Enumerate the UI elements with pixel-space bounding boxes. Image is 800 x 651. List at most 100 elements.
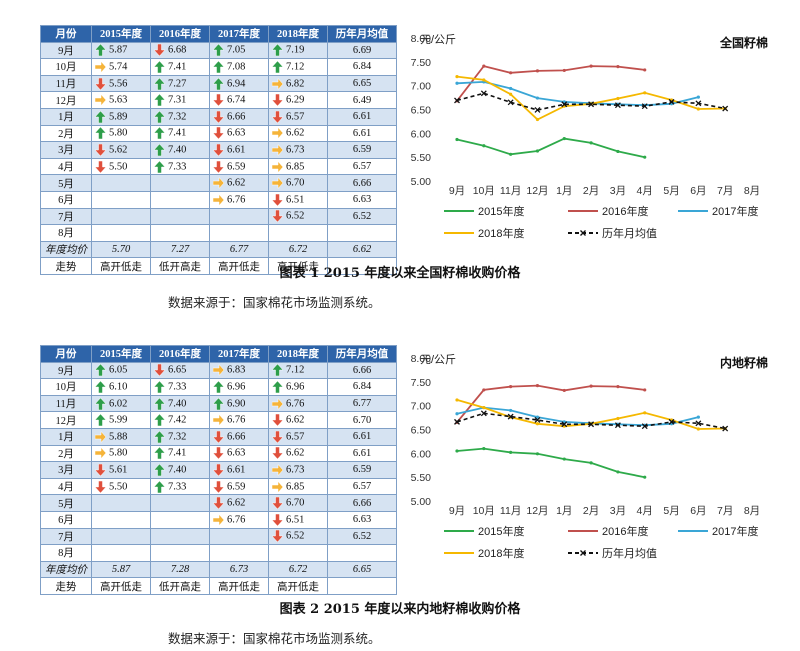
data-point	[535, 69, 540, 73]
up-arrow-icon	[154, 414, 165, 427]
x-tick-label: 12月	[526, 505, 548, 517]
price-value: 7.42	[168, 414, 187, 426]
column-header: 2018年度	[268, 345, 328, 363]
monthly-average-cell: 6.57	[327, 157, 397, 176]
y-tick-label: 5.50	[411, 152, 432, 164]
price-cell: 7.33	[150, 157, 210, 176]
right-arrow-icon	[95, 447, 106, 460]
price-cell: 7.40	[150, 394, 210, 413]
legend-item: 2018年度	[444, 546, 524, 560]
legend-label: 2018年度	[478, 226, 524, 240]
table-row: 1月 5.88 7.32 6.66 6.57 6.61	[40, 427, 397, 446]
column-header: 月份	[40, 345, 92, 363]
down-arrow-icon	[154, 44, 165, 57]
price-cell: 6.74	[209, 91, 269, 109]
down-arrow-icon	[213, 160, 224, 173]
up-arrow-icon	[95, 414, 106, 427]
price-cell: 6.61	[209, 141, 269, 159]
data-point	[722, 425, 729, 432]
price-value: 6.70	[286, 177, 305, 189]
down-arrow-icon	[213, 430, 224, 443]
up-arrow-icon	[95, 44, 106, 57]
column-header: 2017年度	[209, 25, 269, 43]
trend-row-value: 高开低走	[209, 257, 269, 275]
data-point	[482, 78, 486, 82]
data-point	[696, 415, 700, 419]
data-point	[482, 64, 486, 68]
legend-item: 2017年度	[678, 524, 758, 538]
price-cell: 6.76	[209, 411, 269, 429]
data-point	[561, 101, 568, 108]
x-tick-label: 8月	[744, 505, 760, 517]
data-point	[616, 416, 620, 421]
price-cell: 5.99	[91, 411, 151, 429]
data-point	[535, 415, 540, 419]
table-row: 6月 6.76 6.51 6.63	[40, 510, 397, 529]
price-value: 5.62	[109, 144, 128, 156]
data-point	[482, 405, 486, 410]
up-arrow-icon	[154, 60, 165, 73]
price-cell: 6.57	[268, 427, 328, 446]
legend-item: 2018年度	[444, 226, 524, 240]
x-tick-label: 3月	[610, 185, 626, 197]
data-point	[507, 99, 514, 106]
annual-average-row-value: 6.72	[268, 240, 328, 259]
price-cell: 6.68	[150, 41, 210, 60]
right-arrow-icon	[213, 364, 224, 377]
table-row: 9月 5.87 6.68 7.05 7.19 6.69	[40, 41, 397, 60]
price-cell: 6.62	[268, 124, 328, 143]
x-tick-label: 10月	[473, 505, 495, 517]
down-arrow-icon	[272, 210, 283, 223]
price-cell: 6.51	[268, 510, 328, 529]
table-row: 10月 5.74 7.41 7.08 7.12 6.84	[40, 58, 397, 76]
price-cell: 7.32	[150, 107, 210, 126]
right-arrow-icon	[272, 480, 283, 493]
table-row: 7月 6.52 6.52	[40, 527, 397, 546]
up-arrow-icon	[154, 77, 165, 90]
x-tick-label: 9月	[449, 185, 465, 197]
line-chart-inland: 内地籽棉 元/公斤 5.00 5.50 6.00 6.50 7.00 7.50 8.00 9月 10…	[411, 353, 768, 560]
up-arrow-icon	[95, 380, 106, 393]
data-point	[562, 68, 566, 73]
y-tick-label: 5.00	[411, 496, 432, 508]
right-arrow-icon	[272, 127, 283, 140]
legend-label: 2016年度	[602, 524, 648, 538]
x-tick-label: 9月	[449, 505, 465, 517]
price-cell: 6.59	[209, 157, 269, 176]
data-point	[535, 96, 540, 100]
price-cell: 6.05	[91, 361, 151, 380]
price-value: 6.66	[227, 111, 246, 123]
up-arrow-icon	[154, 447, 165, 460]
price-value: 6.74	[227, 94, 246, 106]
x-tick-label: 4月	[637, 505, 653, 517]
data-point	[562, 457, 566, 461]
y-tick-label: 5.50	[411, 472, 432, 484]
legend-label: 历年月均值	[602, 546, 657, 560]
legend-label: 2017年度	[712, 524, 758, 538]
price-cell	[91, 527, 151, 546]
y-axis-unit-label: 元/公斤	[420, 33, 456, 46]
data-point	[641, 423, 648, 430]
price-cell: 5.50	[91, 477, 151, 496]
monthly-average-cell	[327, 544, 397, 562]
price-value: 7.08	[227, 61, 246, 73]
price-value: 6.76	[286, 398, 305, 410]
data-point	[589, 64, 593, 68]
up-arrow-icon	[213, 380, 224, 393]
monthly-average-cell: 6.59	[327, 141, 397, 159]
up-arrow-icon	[272, 364, 283, 377]
x-tick-label: 11月	[500, 505, 521, 517]
trend-row-value: 高开低走	[268, 257, 328, 275]
table-row: 1月 5.89 7.32 6.66 6.57 6.61	[40, 107, 397, 126]
price-value: 6.73	[286, 144, 305, 156]
price-cell: 5.61	[91, 461, 151, 479]
x-tick-label: 5月	[663, 505, 679, 517]
up-arrow-icon	[154, 430, 165, 443]
data-point	[588, 101, 595, 108]
x-tick-label: 4月	[637, 185, 653, 197]
down-arrow-icon	[213, 127, 224, 140]
down-arrow-icon	[272, 447, 283, 460]
monthly-average-cell: 6.52	[327, 207, 397, 226]
down-arrow-icon	[213, 447, 224, 460]
annual-average-row-value: 7.27	[150, 240, 210, 259]
